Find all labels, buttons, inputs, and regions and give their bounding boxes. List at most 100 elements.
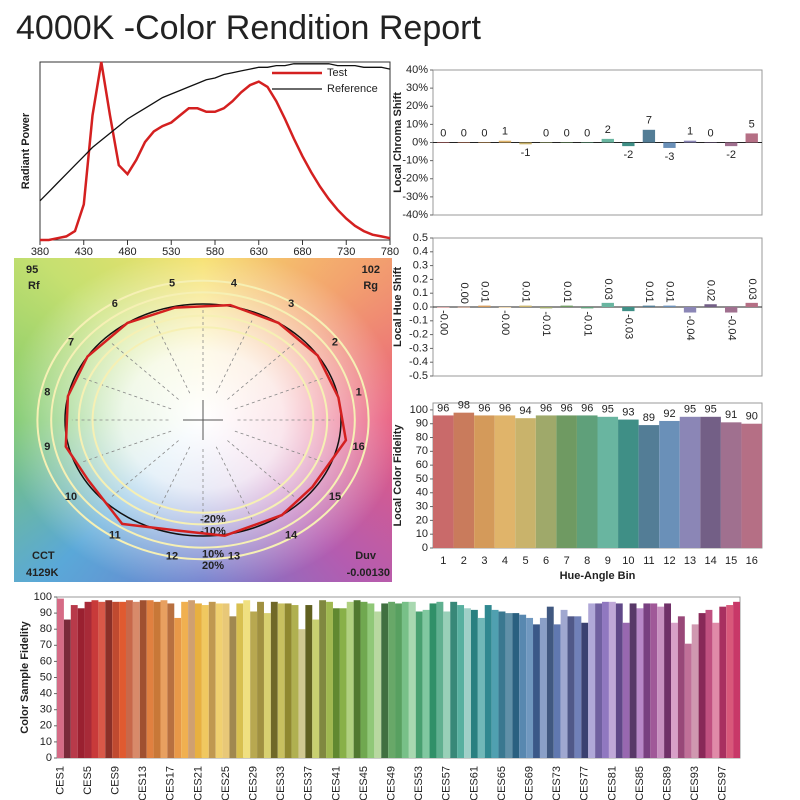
bar: [597, 416, 619, 548]
bar: [63, 619, 71, 758]
bar: [57, 598, 64, 758]
bar: [125, 600, 133, 758]
bin-spoke: [152, 318, 191, 394]
value-label: 0.00: [458, 282, 470, 303]
bar: [437, 307, 450, 308]
value-label: -3: [665, 151, 675, 163]
bar: [601, 302, 614, 307]
value-label: 96: [478, 402, 490, 414]
bar: [326, 601, 333, 758]
bar: [691, 624, 699, 758]
bar: [257, 601, 264, 758]
bar: [112, 601, 120, 758]
x-tick-label: CES69: [523, 766, 535, 800]
bar: [250, 611, 258, 758]
bar: [270, 601, 278, 758]
bar: [291, 605, 299, 758]
bar: [429, 603, 437, 758]
y-tick-label: 100: [410, 404, 428, 416]
bin-label: 7: [68, 337, 74, 349]
x-tick-label: 10: [622, 555, 634, 567]
bar: [415, 611, 423, 758]
bar: [70, 605, 78, 758]
bar: [726, 605, 734, 758]
x-tick-label: CES57: [441, 766, 453, 800]
bar: [679, 416, 701, 548]
bar: [77, 608, 85, 758]
bar: [588, 603, 596, 758]
y-tick-label: 10: [416, 528, 428, 540]
x-tick-label: CES1: [54, 766, 66, 795]
bin-spoke: [110, 440, 179, 499]
value-label: -0.04: [725, 316, 737, 341]
bar: [422, 609, 430, 758]
value-label: 2: [605, 124, 611, 136]
value-label: 89: [643, 412, 655, 424]
bar: [298, 629, 306, 758]
bar: [381, 603, 389, 758]
y-tick-label: -0.5: [409, 370, 428, 382]
y-tick-label: -0.4: [409, 356, 428, 368]
y-axis-label: Color Sample Fidelity: [19, 620, 31, 733]
legend-label: Reference: [327, 83, 378, 95]
x-tick-label: 580: [206, 246, 224, 258]
y-tick-label: -20%: [402, 173, 428, 185]
bar: [388, 601, 396, 758]
bin-label: 6: [112, 298, 118, 310]
bar: [236, 603, 244, 758]
bar: [602, 601, 609, 758]
bar: [618, 419, 639, 548]
value-label: 96: [561, 402, 573, 414]
value-label: 0.01: [643, 281, 655, 302]
bar: [650, 603, 658, 758]
bar: [643, 603, 651, 758]
y-tick-label: 40: [40, 688, 52, 700]
bar: [229, 616, 237, 758]
x-tick-label: 780: [381, 246, 399, 258]
value-label: 93: [622, 406, 634, 418]
bin-spoke: [110, 341, 179, 400]
bar: [277, 603, 285, 758]
x-tick-label: CES89: [661, 766, 673, 800]
bar: [724, 307, 738, 313]
value-label: 95: [704, 404, 716, 416]
bar: [546, 606, 554, 758]
value-label: 0: [584, 127, 590, 139]
bar: [188, 600, 195, 758]
test-polygon: [64, 303, 348, 537]
x-tick-label: CES85: [634, 766, 646, 800]
bar: [629, 603, 637, 758]
bar: [663, 142, 676, 148]
series-line: [39, 63, 391, 202]
bar: [443, 611, 451, 758]
bar: [636, 608, 644, 758]
y-tick-label: 90: [40, 607, 52, 619]
x-tick-label: 12: [663, 555, 675, 567]
bar: [84, 601, 92, 758]
x-tick-label: 8: [584, 555, 590, 567]
bar: [553, 624, 561, 758]
metric-rg: 102: [362, 264, 380, 276]
bar: [119, 601, 126, 758]
bar: [146, 600, 154, 758]
bar: [535, 415, 557, 548]
ring: [36, 279, 370, 561]
value-label: 0: [461, 127, 467, 139]
value-label: 0: [481, 127, 487, 139]
y-tick-label: 0: [422, 542, 428, 554]
metric-duv: -0.00130: [347, 567, 390, 579]
bar: [91, 600, 99, 758]
y-tick-label: -0.3: [409, 342, 428, 354]
x-tick-label: CES25: [220, 766, 232, 800]
bar: [374, 611, 382, 758]
bar: [395, 603, 402, 758]
bar: [720, 422, 742, 548]
value-label: 95: [684, 404, 696, 416]
ring: [77, 314, 329, 526]
bar: [556, 415, 577, 548]
metric-rg-label: Rg: [363, 280, 378, 292]
bar: [470, 609, 478, 758]
bar: [505, 613, 513, 758]
bin-spoke: [234, 377, 325, 410]
bar: [533, 624, 540, 758]
